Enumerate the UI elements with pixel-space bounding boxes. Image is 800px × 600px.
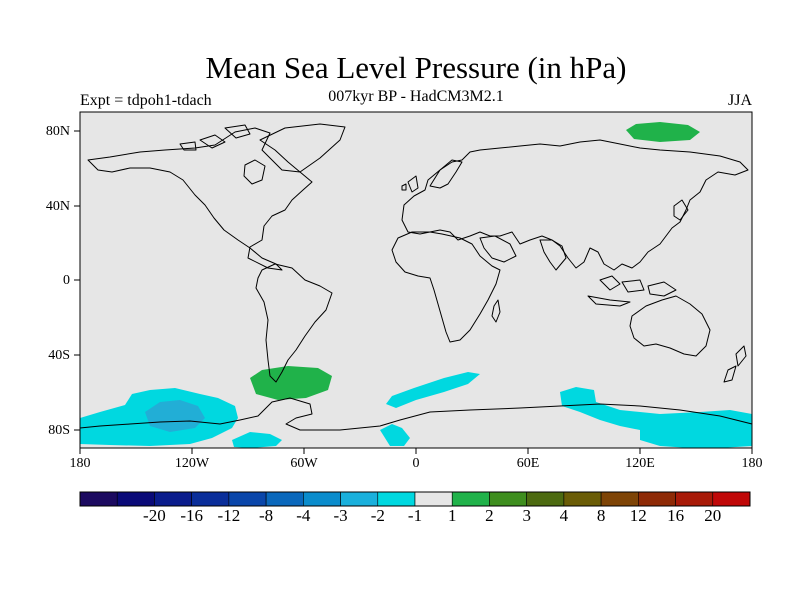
colorbar-label: -4 bbox=[296, 506, 311, 525]
y-tick-label-80s: 80S bbox=[48, 423, 70, 438]
x-tick-label-180w: 180 bbox=[69, 456, 91, 471]
colorbar-label: 12 bbox=[629, 506, 647, 525]
coast-madagascar bbox=[491, 299, 501, 323]
colorbar-box bbox=[303, 491, 341, 507]
coast-europe-asia bbox=[401, 139, 749, 271]
colorbar-frame bbox=[79, 491, 751, 507]
colorbar-label: -3 bbox=[333, 506, 348, 525]
x-tick-label-0: 0 bbox=[412, 456, 420, 471]
x-tick-label-180e: 180 bbox=[741, 456, 763, 471]
colorbar-label: -16 bbox=[180, 506, 204, 525]
colorbar-box bbox=[675, 491, 714, 507]
coast-canadian-archipelago bbox=[179, 124, 251, 151]
positive-anomaly-drake-passage bbox=[250, 366, 332, 400]
coast-greenland bbox=[259, 123, 346, 173]
y-tick-label-eq: 0 bbox=[63, 273, 70, 288]
coast-arabia bbox=[479, 235, 517, 263]
x-tick-label-60e: 60E bbox=[516, 456, 540, 471]
colorbar-box bbox=[526, 491, 565, 507]
colorbar-label: 2 bbox=[485, 506, 494, 525]
coast-africa bbox=[391, 231, 501, 343]
negative-anomaly-core bbox=[145, 400, 205, 432]
coast-india bbox=[539, 239, 567, 271]
negative-anomaly-south-atlantic bbox=[380, 424, 410, 446]
colorbar-box bbox=[340, 491, 379, 507]
negative-anomaly-amundsen bbox=[232, 432, 282, 448]
map-subtitle: 007kyr BP - HadCM3M2.1 bbox=[328, 88, 504, 105]
colorbar-box bbox=[600, 491, 639, 507]
y-tick-label-40s: 40S bbox=[48, 348, 70, 363]
coast-british-isles bbox=[401, 175, 419, 193]
colorbar-label: 3 bbox=[522, 506, 531, 525]
colorbar-box bbox=[265, 491, 304, 507]
colorbar-label: -12 bbox=[217, 506, 241, 525]
x-tick-label-120e: 120E bbox=[625, 456, 655, 471]
colorbar-label: -2 bbox=[370, 506, 385, 525]
coast-south-america bbox=[255, 263, 333, 383]
season-label: JJA bbox=[727, 92, 752, 109]
positive-anomaly-arctic bbox=[626, 122, 700, 142]
colorbar-label: -8 bbox=[259, 506, 274, 525]
colorbar-box bbox=[451, 491, 490, 507]
y-tick-label-40n: 40N bbox=[45, 199, 70, 214]
coast-antarctica bbox=[79, 397, 753, 431]
x-tick-label-120w: 120W bbox=[174, 456, 210, 471]
colorbar-label: 20 bbox=[704, 506, 722, 525]
coast-hudson-bay bbox=[243, 159, 266, 185]
colorbar-label: -1 bbox=[407, 506, 423, 525]
colorbar-label: 1 bbox=[447, 506, 457, 525]
y-tick-label-80n: 80N bbox=[45, 124, 70, 139]
coast-new-zealand bbox=[723, 345, 747, 383]
colorbar-box bbox=[228, 491, 267, 507]
colorbar bbox=[79, 491, 751, 507]
colorbar-label: 16 bbox=[667, 506, 685, 525]
colorbar-label: 8 bbox=[596, 506, 606, 525]
anomaly-fills bbox=[80, 122, 752, 448]
colorbar-box bbox=[116, 491, 155, 507]
x-tick-label-60w: 60W bbox=[290, 456, 318, 471]
colorbar-box bbox=[563, 491, 602, 507]
map-title: Mean Sea Level Pressure (in hPa) bbox=[205, 50, 627, 85]
coastlines bbox=[79, 123, 753, 431]
colorbar-box bbox=[638, 491, 676, 507]
coast-japan bbox=[673, 199, 689, 221]
coast-scandinavia bbox=[429, 159, 463, 189]
colorbar-label: -20 bbox=[143, 506, 166, 525]
colorbar-box bbox=[414, 491, 453, 507]
coast-north-america bbox=[87, 127, 313, 271]
coast-indonesia bbox=[587, 275, 677, 307]
colorbar-box bbox=[712, 491, 751, 507]
negative-anomaly-south-indian bbox=[386, 372, 480, 408]
colorbar-label: 4 bbox=[559, 506, 569, 525]
colorbar-box bbox=[191, 491, 230, 507]
colorbar-box bbox=[489, 491, 527, 507]
negative-anomaly-southern-ocean-east bbox=[560, 387, 752, 448]
colorbar-box bbox=[79, 491, 118, 507]
coast-australia bbox=[629, 295, 711, 357]
colorbar-box bbox=[377, 491, 416, 507]
experiment-label: Expt = tdpoh1-tdach bbox=[80, 92, 212, 109]
colorbar-box bbox=[154, 491, 192, 507]
axis-ticks bbox=[74, 130, 753, 454]
